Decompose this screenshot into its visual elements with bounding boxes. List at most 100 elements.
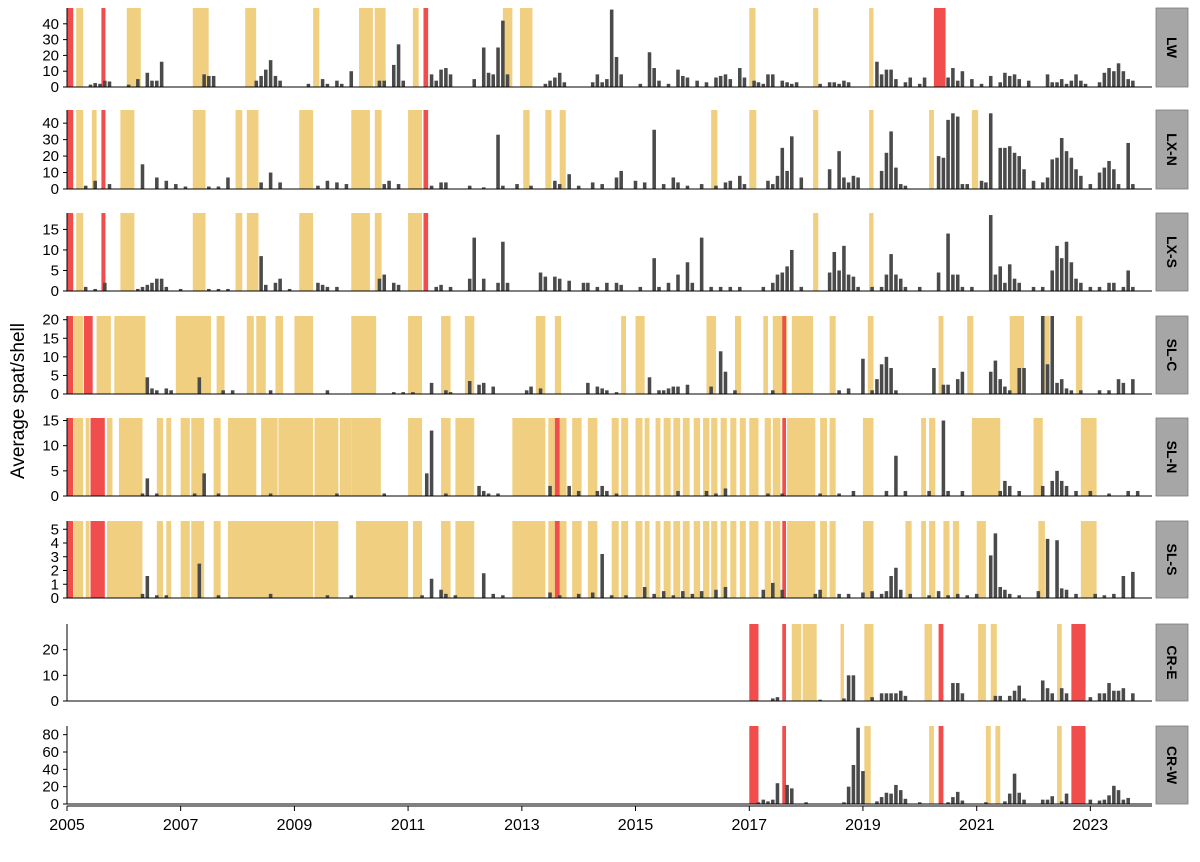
bar xyxy=(1107,493,1111,496)
bar xyxy=(998,695,1002,701)
bar xyxy=(946,490,950,496)
bar xyxy=(917,286,922,291)
orange-period-shade xyxy=(787,521,816,598)
bar xyxy=(429,430,434,496)
bar xyxy=(894,79,898,87)
orange-period-shade xyxy=(76,213,84,291)
bar xyxy=(960,800,965,804)
orange-period-shade xyxy=(278,418,314,496)
orange-period-shade xyxy=(408,418,423,496)
bar xyxy=(960,371,965,394)
bar xyxy=(264,69,268,87)
bar xyxy=(1055,470,1059,496)
bar xyxy=(202,74,206,87)
bar xyxy=(1040,680,1045,701)
bar xyxy=(155,80,159,87)
bar xyxy=(197,563,202,598)
bar xyxy=(481,187,486,189)
orange-period-shade xyxy=(720,418,727,496)
bar xyxy=(642,587,647,598)
y-tick-label: 0 xyxy=(51,796,59,813)
bar xyxy=(936,156,941,189)
orange-period-shade xyxy=(929,418,936,496)
orange-period-shade xyxy=(213,521,221,598)
bar xyxy=(927,595,931,598)
orange-period-shade xyxy=(706,316,716,394)
x-tick-label: 2023 xyxy=(1073,817,1109,834)
bar xyxy=(197,377,202,394)
bar xyxy=(595,74,600,87)
bar xyxy=(842,80,846,87)
bar xyxy=(600,388,604,394)
bar xyxy=(164,388,169,394)
bar xyxy=(775,175,780,189)
orange-period-shade xyxy=(216,316,225,394)
orange-period-shade xyxy=(192,8,209,87)
orange-period-shade xyxy=(85,418,90,496)
orange-period-shade xyxy=(995,726,1001,804)
bar xyxy=(1040,182,1045,189)
bar xyxy=(851,490,856,496)
y-tick-label: 60 xyxy=(42,744,59,761)
bar xyxy=(320,79,325,87)
bar xyxy=(960,71,965,87)
orange-period-shade xyxy=(635,521,643,598)
orange-period-shade xyxy=(739,521,746,598)
bar xyxy=(83,286,88,291)
bar xyxy=(1131,379,1135,394)
bar xyxy=(401,80,406,87)
bar xyxy=(818,589,822,598)
red-period-shade xyxy=(67,8,74,87)
bar xyxy=(159,61,164,87)
orange-period-shade xyxy=(455,418,475,496)
bar xyxy=(1097,172,1102,189)
bar xyxy=(894,567,898,598)
y-tick-label: 0 xyxy=(51,488,59,505)
bar xyxy=(780,493,785,496)
orange-period-shade xyxy=(559,521,567,598)
bar xyxy=(538,272,543,291)
red-period-shade xyxy=(1071,726,1086,804)
bar xyxy=(444,390,448,394)
bar xyxy=(780,80,785,87)
x-tick-label: 2021 xyxy=(959,817,995,834)
bar xyxy=(851,276,856,291)
bar xyxy=(1107,282,1111,291)
bar xyxy=(226,288,230,291)
bar xyxy=(619,284,623,291)
red-period-shade xyxy=(933,8,946,87)
orange-period-shade xyxy=(763,316,768,394)
bar xyxy=(903,286,908,291)
bar xyxy=(842,177,846,189)
bar xyxy=(136,79,140,87)
facet-label: CR-E xyxy=(1164,645,1180,679)
bar xyxy=(174,184,178,189)
bar xyxy=(216,186,221,189)
bar xyxy=(842,802,846,804)
bar xyxy=(1003,589,1007,598)
bar xyxy=(1012,690,1017,701)
orange-period-shade xyxy=(351,316,377,394)
orange-period-shade xyxy=(299,110,314,189)
bar xyxy=(1093,593,1097,598)
bar xyxy=(93,180,97,189)
bar xyxy=(879,693,884,701)
bar xyxy=(529,185,533,189)
bar xyxy=(553,77,557,87)
orange-period-shade xyxy=(829,521,836,598)
bar xyxy=(988,555,993,598)
orange-period-shade xyxy=(374,213,382,291)
bar xyxy=(1126,270,1130,291)
bar xyxy=(287,288,292,291)
bar xyxy=(771,390,775,394)
bar xyxy=(875,801,879,804)
bar xyxy=(595,386,600,394)
bar xyxy=(1131,286,1135,291)
bar xyxy=(870,697,874,701)
bar xyxy=(1012,278,1017,291)
bar xyxy=(1022,368,1026,394)
bar xyxy=(1017,282,1021,291)
bar xyxy=(676,386,680,394)
orange-period-shade xyxy=(611,418,619,496)
